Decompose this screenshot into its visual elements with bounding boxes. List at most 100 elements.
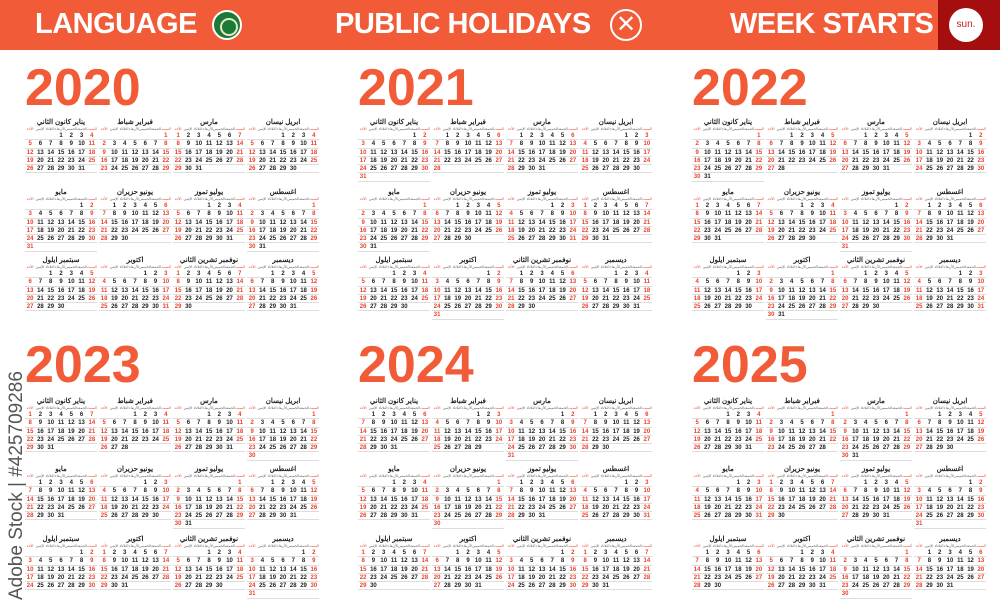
day-cell[interactable]: 6	[604, 488, 608, 495]
day-cell[interactable]: 14	[852, 149, 859, 156]
day-cell[interactable]: 9	[948, 420, 952, 427]
day-cell[interactable]: 15	[788, 149, 796, 156]
day-cell[interactable]	[840, 479, 850, 486]
day-cell[interactable]: 15	[78, 219, 85, 226]
day-cell[interactable]: 24	[745, 436, 752, 443]
day-cell[interactable]: 11	[819, 141, 826, 148]
day-cell[interactable]: 2	[217, 412, 221, 418]
day-cell[interactable]: 6	[123, 279, 127, 286]
day-cell[interactable]: 31	[745, 445, 752, 452]
day-cell[interactable]: 24	[507, 583, 515, 590]
day-cell[interactable]: 12	[592, 149, 599, 156]
day-cell[interactable]: 18	[100, 295, 108, 302]
day-cell[interactable]: 1	[736, 271, 740, 277]
day-cell[interactable]: 24	[57, 504, 65, 511]
day-cell[interactable]	[702, 270, 712, 277]
day-cell[interactable]: 19	[936, 504, 944, 511]
day-cell[interactable]: 13	[111, 428, 118, 435]
day-cell[interactable]: 16	[359, 227, 367, 234]
day-cell[interactable]: 22	[798, 574, 806, 581]
day-cell[interactable]: 9	[281, 279, 285, 286]
day-cell[interactable]: 6	[186, 558, 191, 565]
day-cell[interactable]: 2	[938, 550, 942, 556]
day-cell[interactable]: 10	[819, 211, 826, 218]
day-cell[interactable]: 11	[485, 558, 492, 565]
day-cell[interactable]: 8	[79, 558, 84, 565]
day-cell[interactable]: 8	[831, 279, 835, 286]
day-cell[interactable]: 26	[872, 583, 880, 590]
day-cell[interactable]: 19	[390, 227, 398, 234]
day-cell[interactable]: 20	[57, 574, 65, 581]
day-cell[interactable]: 9	[217, 211, 221, 218]
day-cell[interactable]: 21	[88, 428, 96, 435]
day-cell[interactable]: 19	[88, 287, 96, 294]
day-cell[interactable]	[527, 411, 537, 418]
day-cell[interactable]: 4	[238, 412, 242, 418]
day-cell[interactable]: 27	[569, 504, 577, 511]
day-cell[interactable]: 10	[956, 420, 964, 427]
day-cell[interactable]: 9	[281, 488, 285, 495]
day-cell[interactable]	[257, 590, 267, 597]
day-cell[interactable]: 10	[289, 279, 297, 286]
day-cell[interactable]: 16	[185, 149, 192, 156]
day-cell[interactable]: 26	[174, 236, 182, 243]
day-cell[interactable]: 15	[612, 287, 620, 294]
day-cell[interactable]	[309, 512, 319, 519]
day-cell[interactable]: 7	[260, 279, 265, 286]
day-cell[interactable]: 28	[956, 166, 964, 173]
day-cell[interactable]: 23	[592, 227, 599, 234]
day-cell[interactable]: 31	[259, 244, 266, 251]
day-cell[interactable]: 3	[634, 271, 639, 277]
day-cell[interactable]: 19	[310, 496, 318, 503]
day-cell[interactable]: 23	[400, 504, 408, 511]
day-cell[interactable]: 8	[59, 141, 63, 148]
day-cell[interactable]: 13	[602, 149, 610, 156]
day-cell[interactable]: 31	[946, 583, 954, 590]
day-cell[interactable]: 28	[946, 304, 954, 311]
day-cell[interactable]: 10	[162, 279, 170, 286]
day-cell[interactable]: 4	[614, 550, 618, 556]
day-cell[interactable]: 31	[882, 513, 890, 520]
day-cell[interactable]	[257, 202, 267, 209]
day-cell[interactable]: 9	[979, 141, 983, 148]
day-cell[interactable]: 12	[215, 279, 223, 286]
day-cell[interactable]: 14	[226, 496, 233, 503]
day-cell[interactable]: 10	[411, 488, 418, 495]
day-cell[interactable]: 24	[111, 166, 118, 173]
day-cell[interactable]: 16	[633, 496, 640, 503]
day-cell[interactable]: 23	[808, 227, 816, 234]
day-cell[interactable]: 12	[745, 558, 752, 565]
day-cell[interactable]	[298, 452, 308, 459]
day-cell[interactable]: 26	[798, 445, 806, 452]
day-cell[interactable]: 25	[485, 574, 492, 581]
day-cell[interactable]: 14	[67, 219, 75, 226]
day-cell[interactable]: 2	[312, 550, 316, 556]
day-cell[interactable]: 14	[548, 566, 556, 573]
day-cell[interactable]: 6	[716, 279, 720, 286]
day-cell[interactable]: 9	[90, 211, 94, 218]
day-cell[interactable]: 2	[571, 550, 575, 556]
day-cell[interactable]: 20	[279, 574, 287, 581]
day-cell[interactable]: 10	[300, 141, 307, 148]
day-cell[interactable]: 14	[882, 219, 890, 226]
day-cell[interactable]	[379, 243, 389, 250]
day-cell[interactable]: 18	[205, 287, 213, 294]
day-cell[interactable]: 30	[310, 583, 318, 590]
day-cell[interactable]: 31	[643, 513, 651, 520]
day-cell[interactable]: 29	[518, 166, 525, 173]
day-cell[interactable]: 5	[445, 420, 450, 427]
day-cell[interactable]	[590, 132, 600, 139]
day-cell[interactable]: 7	[412, 211, 417, 218]
day-cell[interactable]: 19	[100, 436, 108, 443]
day-cell[interactable]	[713, 270, 723, 277]
day-cell[interactable]: 26	[359, 513, 367, 520]
day-cell[interactable]: 31	[538, 513, 546, 520]
day-cell[interactable]: 18	[37, 574, 44, 581]
day-cell[interactable]: 2	[779, 480, 784, 486]
day-cell[interactable]: 2	[746, 480, 751, 486]
day-cell[interactable]: 3	[250, 558, 254, 565]
day-cell[interactable]: 13	[185, 566, 192, 573]
day-cell[interactable]: 9	[435, 496, 439, 503]
day-cell[interactable]: 5	[49, 211, 53, 218]
day-cell[interactable]: 13	[454, 428, 462, 435]
